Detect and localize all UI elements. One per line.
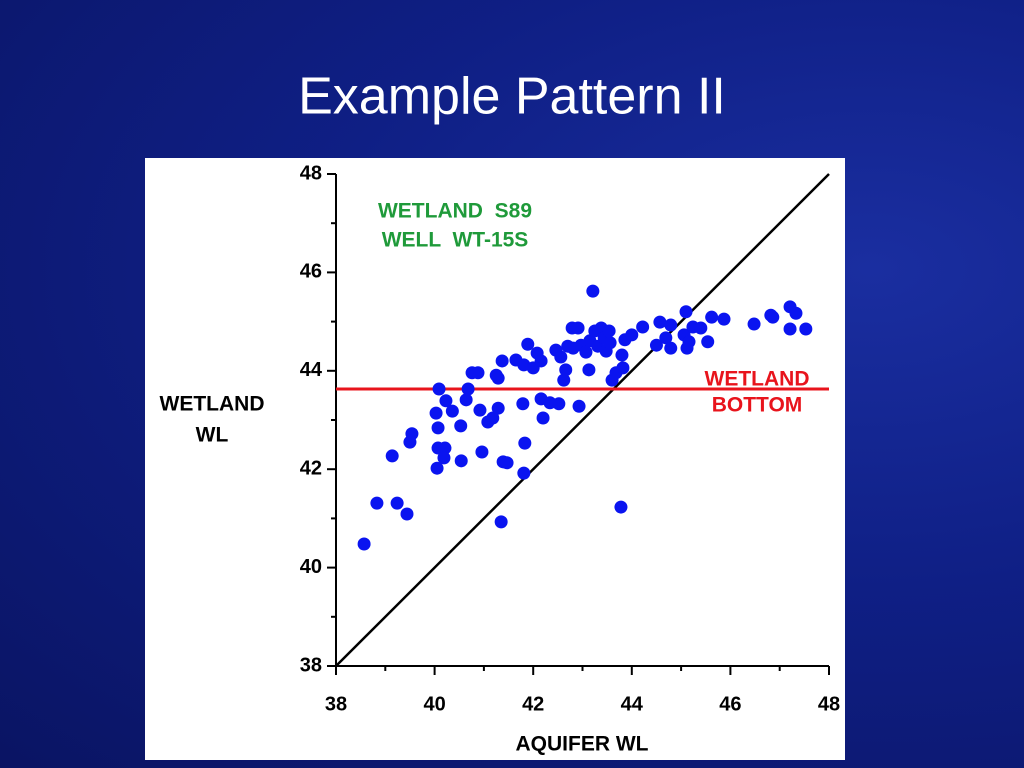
data-point (783, 322, 797, 336)
data-point (430, 461, 444, 475)
data-point (579, 345, 593, 359)
data-point (431, 421, 445, 435)
data-point (454, 454, 468, 468)
data-point (766, 310, 780, 324)
data-point (491, 371, 505, 385)
x-tick-label: 38 (325, 693, 347, 715)
y-axis-label: WL (196, 424, 229, 447)
data-point (649, 338, 663, 352)
y-tick-label: 38 (300, 654, 322, 676)
data-point (799, 322, 813, 336)
data-point (385, 449, 399, 463)
data-point (500, 456, 514, 470)
data-point (390, 496, 404, 510)
data-point (454, 419, 468, 433)
data-point (534, 354, 548, 368)
data-point (516, 397, 530, 411)
data-point (437, 451, 451, 465)
data-point (614, 500, 628, 514)
data-point (747, 317, 761, 331)
data-point (636, 320, 650, 334)
data-point (717, 312, 731, 326)
data-point (682, 335, 696, 349)
x-tick-label: 46 (719, 693, 741, 715)
x-tick-label: 40 (423, 693, 445, 715)
chart-panel (145, 158, 845, 760)
data-point (405, 427, 419, 441)
data-point (459, 393, 473, 407)
data-point (552, 397, 566, 411)
data-point (495, 354, 509, 368)
data-point (582, 363, 596, 377)
data-point (789, 306, 803, 320)
y-tick-label: 46 (300, 261, 322, 283)
data-point (471, 366, 485, 380)
data-point (518, 436, 532, 450)
x-axis-label: AQUIFER WL (516, 733, 649, 756)
data-point (572, 399, 586, 413)
data-point (602, 324, 616, 338)
annotation: WELL WT-15S (382, 229, 529, 252)
data-point (494, 515, 508, 529)
y-tick-label: 42 (300, 457, 322, 479)
data-point (664, 341, 678, 355)
data-point (475, 445, 489, 459)
data-point (653, 315, 667, 329)
data-point (439, 394, 453, 408)
x-tick-label: 42 (522, 693, 544, 715)
data-point (400, 507, 414, 521)
data-point (445, 404, 459, 418)
data-point (486, 411, 500, 425)
data-point (694, 321, 708, 335)
data-point (517, 466, 531, 480)
data-point (705, 310, 719, 324)
data-point (679, 305, 693, 319)
data-point (615, 348, 629, 362)
y-tick-label: 44 (300, 359, 323, 381)
data-point (357, 537, 371, 551)
annotation: WETLAND (705, 368, 810, 391)
data-point (557, 373, 571, 387)
data-point (429, 406, 443, 420)
data-point (536, 411, 550, 425)
data-point (521, 337, 535, 351)
y-axis-label: WETLAND (160, 393, 265, 416)
data-point (554, 350, 568, 364)
data-point (586, 284, 600, 298)
y-tick-label: 48 (300, 162, 322, 184)
data-point (461, 382, 475, 396)
data-point (616, 361, 630, 375)
data-point (370, 496, 384, 510)
data-point (438, 441, 452, 455)
annotation: BOTTOM (712, 394, 803, 417)
data-point (701, 335, 715, 349)
one-to-one-line (335, 173, 830, 667)
data-point (559, 363, 573, 377)
data-point (664, 318, 678, 332)
annotation: WETLAND S89 (378, 200, 532, 223)
slide-title: Example Pattern II (298, 68, 726, 126)
data-point (571, 321, 585, 335)
data-point (603, 336, 617, 350)
x-tick-label: 48 (818, 693, 840, 715)
data-point (432, 382, 446, 396)
x-tick-label: 44 (621, 693, 644, 715)
data-point (625, 328, 639, 342)
y-tick-label: 40 (300, 556, 322, 578)
data-point (659, 331, 673, 345)
data-point (491, 401, 505, 415)
data-point (473, 403, 487, 417)
